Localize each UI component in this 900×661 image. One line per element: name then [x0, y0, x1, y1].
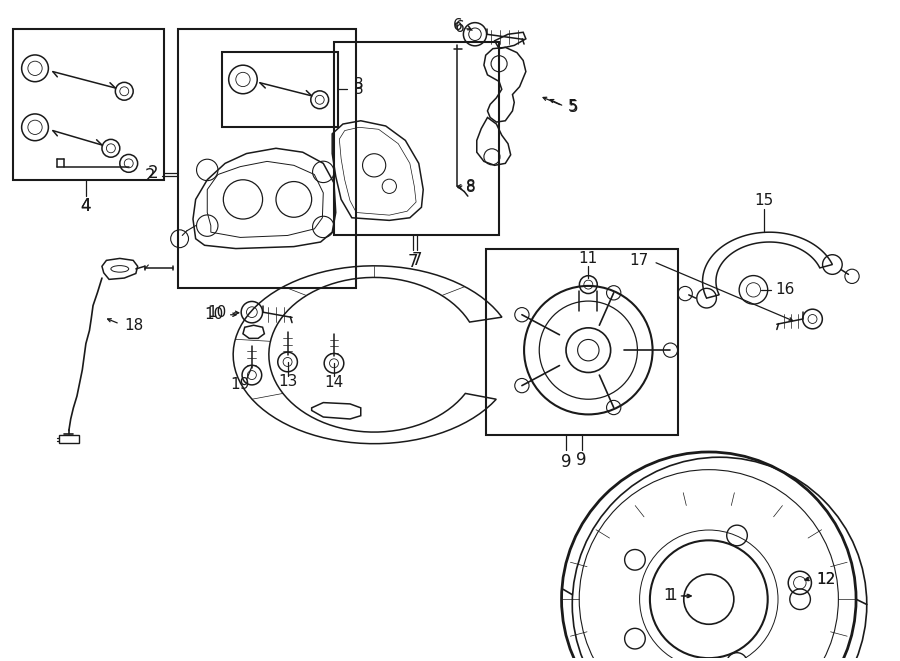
Text: 6: 6 [453, 19, 463, 33]
Text: 19: 19 [230, 377, 250, 393]
Text: 7: 7 [411, 251, 422, 270]
Text: 10: 10 [208, 305, 227, 321]
Text: 9: 9 [561, 453, 572, 471]
Text: 13: 13 [278, 374, 297, 389]
Text: 6: 6 [454, 20, 464, 35]
Text: 18: 18 [124, 318, 143, 332]
Text: 4: 4 [81, 197, 91, 215]
Bar [13, 29, 165, 180]
Text: 5: 5 [569, 100, 579, 115]
Text: 8: 8 [466, 180, 476, 195]
Text: 14: 14 [324, 375, 344, 391]
Bar [178, 29, 356, 288]
Text: 10: 10 [204, 307, 223, 323]
Text: 1: 1 [667, 588, 677, 603]
Text: 11: 11 [579, 251, 598, 266]
Text: 9: 9 [576, 451, 587, 469]
Text: 3: 3 [354, 77, 364, 92]
Text: 12: 12 [816, 572, 835, 587]
Text: 15: 15 [754, 194, 773, 208]
Text: 17: 17 [629, 253, 648, 268]
Bar [222, 52, 338, 128]
Text: 3: 3 [354, 82, 364, 97]
Text: 16: 16 [775, 282, 794, 297]
Text: 12: 12 [816, 572, 835, 587]
Text: 7: 7 [408, 253, 418, 270]
Text: 8: 8 [466, 179, 476, 194]
Text: 4: 4 [81, 197, 91, 215]
Bar [334, 42, 500, 235]
Text: 1: 1 [663, 588, 673, 603]
Text: 2: 2 [148, 164, 158, 182]
Bar [486, 249, 678, 436]
Text: 5: 5 [568, 100, 578, 114]
Text: 2: 2 [145, 167, 156, 186]
